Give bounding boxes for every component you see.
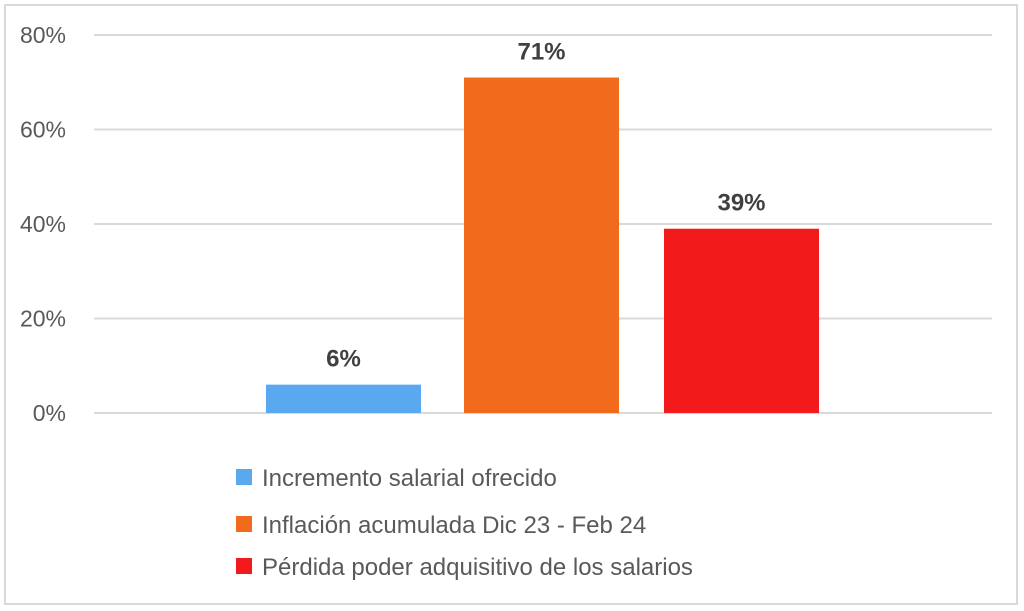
y-tick-label: 80% — [20, 22, 66, 48]
data-label: 6% — [326, 346, 361, 373]
legend-label: Incremento salarial ofrecido — [262, 465, 557, 492]
y-tick-label: 20% — [20, 306, 66, 332]
data-labels: 6% 71% 39% — [326, 39, 765, 373]
legend-label: Pérdida poder adquisitivo de los salario… — [262, 554, 693, 581]
data-label: 71% — [517, 39, 565, 66]
legend-swatch — [236, 558, 252, 574]
legend-swatch — [236, 516, 252, 532]
bar-chart: 0% 20% 40% 60% 80% 6% 71% 39% Incremento salar… — [20, 22, 992, 581]
bar — [664, 228, 819, 413]
legend-label: Inflación acumulada Dic 23 - Feb 24 — [262, 512, 646, 539]
legend: Incremento salarial ofrecido Inflación ac… — [236, 465, 693, 581]
y-tick-label: 60% — [20, 117, 66, 143]
bars — [266, 77, 819, 414]
legend-swatch — [236, 469, 252, 485]
y-axis-tick-labels: 0% 20% 40% 60% 80% — [20, 22, 66, 426]
data-label: 39% — [717, 190, 765, 217]
y-tick-label: 40% — [20, 211, 66, 237]
chart-frame: 0% 20% 40% 60% 80% 6% 71% 39% Incremento salar… — [4, 4, 1018, 605]
bar — [266, 384, 421, 413]
bar — [464, 77, 619, 414]
y-tick-label: 0% — [33, 400, 66, 426]
